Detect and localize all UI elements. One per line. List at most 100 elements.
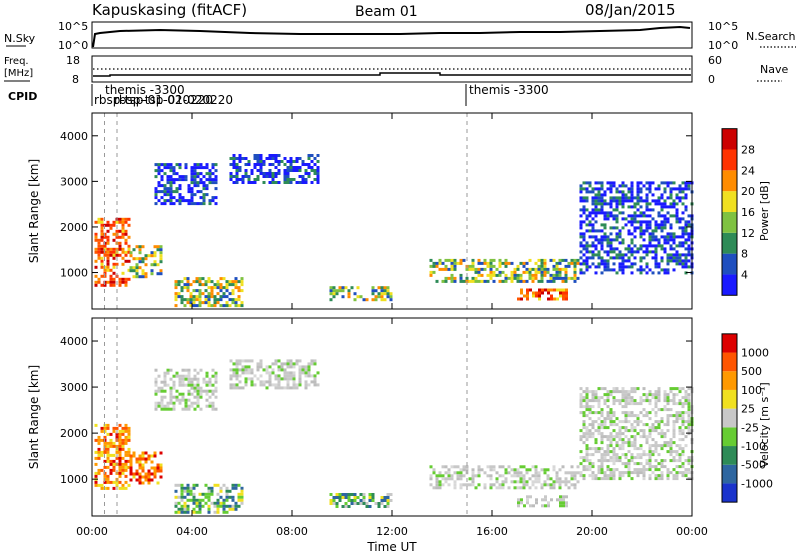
power-echo-cell xyxy=(210,292,214,296)
power-echo-cell xyxy=(579,208,583,212)
velocity-echo-cell xyxy=(198,504,202,508)
velocity-echo-cell xyxy=(222,507,226,511)
power-ytick-label-3: 3000 xyxy=(60,175,88,188)
power-echo-cell xyxy=(645,226,649,230)
velocity-echo-cell xyxy=(100,486,104,490)
velocity-echo-cell xyxy=(371,493,375,496)
power-echo-cell xyxy=(132,248,136,252)
velocity-echo-cell xyxy=(129,466,133,470)
power-echo-cell xyxy=(651,232,655,236)
velocity-echo-cell xyxy=(639,435,643,439)
velocity-echo-cell xyxy=(277,383,281,387)
velocity-echo-cell xyxy=(513,471,517,475)
power-echo-cell xyxy=(597,250,601,254)
velocity-echo-cell xyxy=(240,495,244,499)
velocity-echo-cell xyxy=(669,408,673,412)
power-echo-cell xyxy=(459,273,463,277)
power-echo-cell xyxy=(609,181,613,185)
power-echo-cell xyxy=(225,304,229,308)
power-echo-cell xyxy=(453,279,457,283)
power-echo-cell xyxy=(675,256,679,260)
power-echo-cell xyxy=(429,273,433,277)
velocity-colorbar-tick-2: 500 xyxy=(741,365,762,378)
velocity-echo-cell xyxy=(657,462,661,466)
power-echo-cell xyxy=(477,267,481,271)
power-echo-cell xyxy=(190,196,194,200)
power-echo-cell xyxy=(307,154,311,157)
power-echo-cell xyxy=(684,226,688,230)
velocity-echo-cell xyxy=(541,504,544,508)
power-echo-cell xyxy=(292,160,296,163)
power-echo-cell xyxy=(681,202,685,206)
velocity-echo-cell xyxy=(648,465,652,469)
power-echo-cell xyxy=(630,220,634,224)
velocity-echo-cell xyxy=(169,407,173,411)
velocity-echo-cell xyxy=(244,359,248,363)
power-echo-cell xyxy=(202,181,206,185)
velocity-echo-cell xyxy=(639,444,643,448)
velocity-echo-cell xyxy=(585,432,589,436)
power-echo-cell xyxy=(669,223,673,227)
power-echo-cell xyxy=(600,238,604,242)
velocity-echo-cell xyxy=(588,462,592,466)
power-echo-cell xyxy=(684,253,688,257)
power-echo-cell xyxy=(615,256,619,260)
velocity-echo-cell xyxy=(480,468,484,472)
velocity-ytick-label-4: 4000 xyxy=(60,335,88,348)
velocity-echo-cell xyxy=(256,362,260,366)
velocity-echo-cell xyxy=(301,371,305,375)
velocity-echo-cell xyxy=(115,450,119,454)
velocity-echo-cell xyxy=(238,374,242,378)
velocity-echo-cell xyxy=(207,492,211,496)
power-echo-cell xyxy=(591,250,595,254)
power-echo-cell xyxy=(525,267,529,271)
power-echo-cell xyxy=(316,154,320,157)
velocity-echo-cell xyxy=(585,435,589,439)
power-echo-cell xyxy=(283,172,287,175)
power-echo-cell xyxy=(582,271,586,275)
power-echo-cell xyxy=(313,169,317,172)
power-echo-cell xyxy=(633,217,637,221)
velocity-echo-cell xyxy=(247,359,251,363)
power-echo-cell xyxy=(438,267,442,271)
velocity-echo-cell xyxy=(519,480,523,484)
velocity-echo-cell xyxy=(362,499,366,502)
velocity-echo-cell xyxy=(205,398,209,402)
power-echo-cell xyxy=(627,256,631,260)
velocity-echo-cell xyxy=(597,432,601,436)
power-echo-cell xyxy=(675,244,679,248)
velocity-echo-cell xyxy=(609,468,613,472)
velocity-echo-cell xyxy=(132,475,136,479)
velocity-echo-cell xyxy=(654,477,658,481)
nsky-ytick-bottom: 10^0 xyxy=(58,39,88,52)
velocity-echo-cell xyxy=(624,465,628,469)
velocity-echo-cell xyxy=(106,441,110,445)
velocity-echo-cell xyxy=(175,395,179,399)
power-echo-cell xyxy=(621,271,625,275)
power-echo-cell xyxy=(532,291,535,295)
velocity-echo-cell xyxy=(286,365,290,369)
velocity-echo-cell xyxy=(645,462,649,466)
velocity-echo-cell xyxy=(657,387,661,391)
velocity-echo-cell xyxy=(207,489,211,493)
velocity-echo-cell xyxy=(135,457,139,461)
power-echo-cell xyxy=(199,178,203,182)
power-echo-cell xyxy=(612,268,616,272)
nsky-ytick-top: 10^5 xyxy=(58,20,88,33)
velocity-echo-cell xyxy=(109,471,113,475)
velocity-echo-cell xyxy=(666,402,670,406)
power-echo-cell xyxy=(121,223,125,227)
power-echo-cell xyxy=(657,214,661,218)
power-echo-cell xyxy=(181,196,185,200)
power-echo-cell xyxy=(156,263,160,267)
velocity-echo-cell xyxy=(582,399,586,403)
velocity-echo-cell xyxy=(124,462,128,466)
power-echo-cell xyxy=(573,273,577,277)
power-echo-cell xyxy=(132,275,136,279)
power-echo-cell xyxy=(332,292,336,296)
power-echo-cell xyxy=(344,286,348,290)
power-echo-cell xyxy=(177,280,181,284)
power-echo-cell xyxy=(350,286,354,290)
power-echo-cell xyxy=(283,157,287,160)
velocity-echo-cell xyxy=(522,474,526,478)
